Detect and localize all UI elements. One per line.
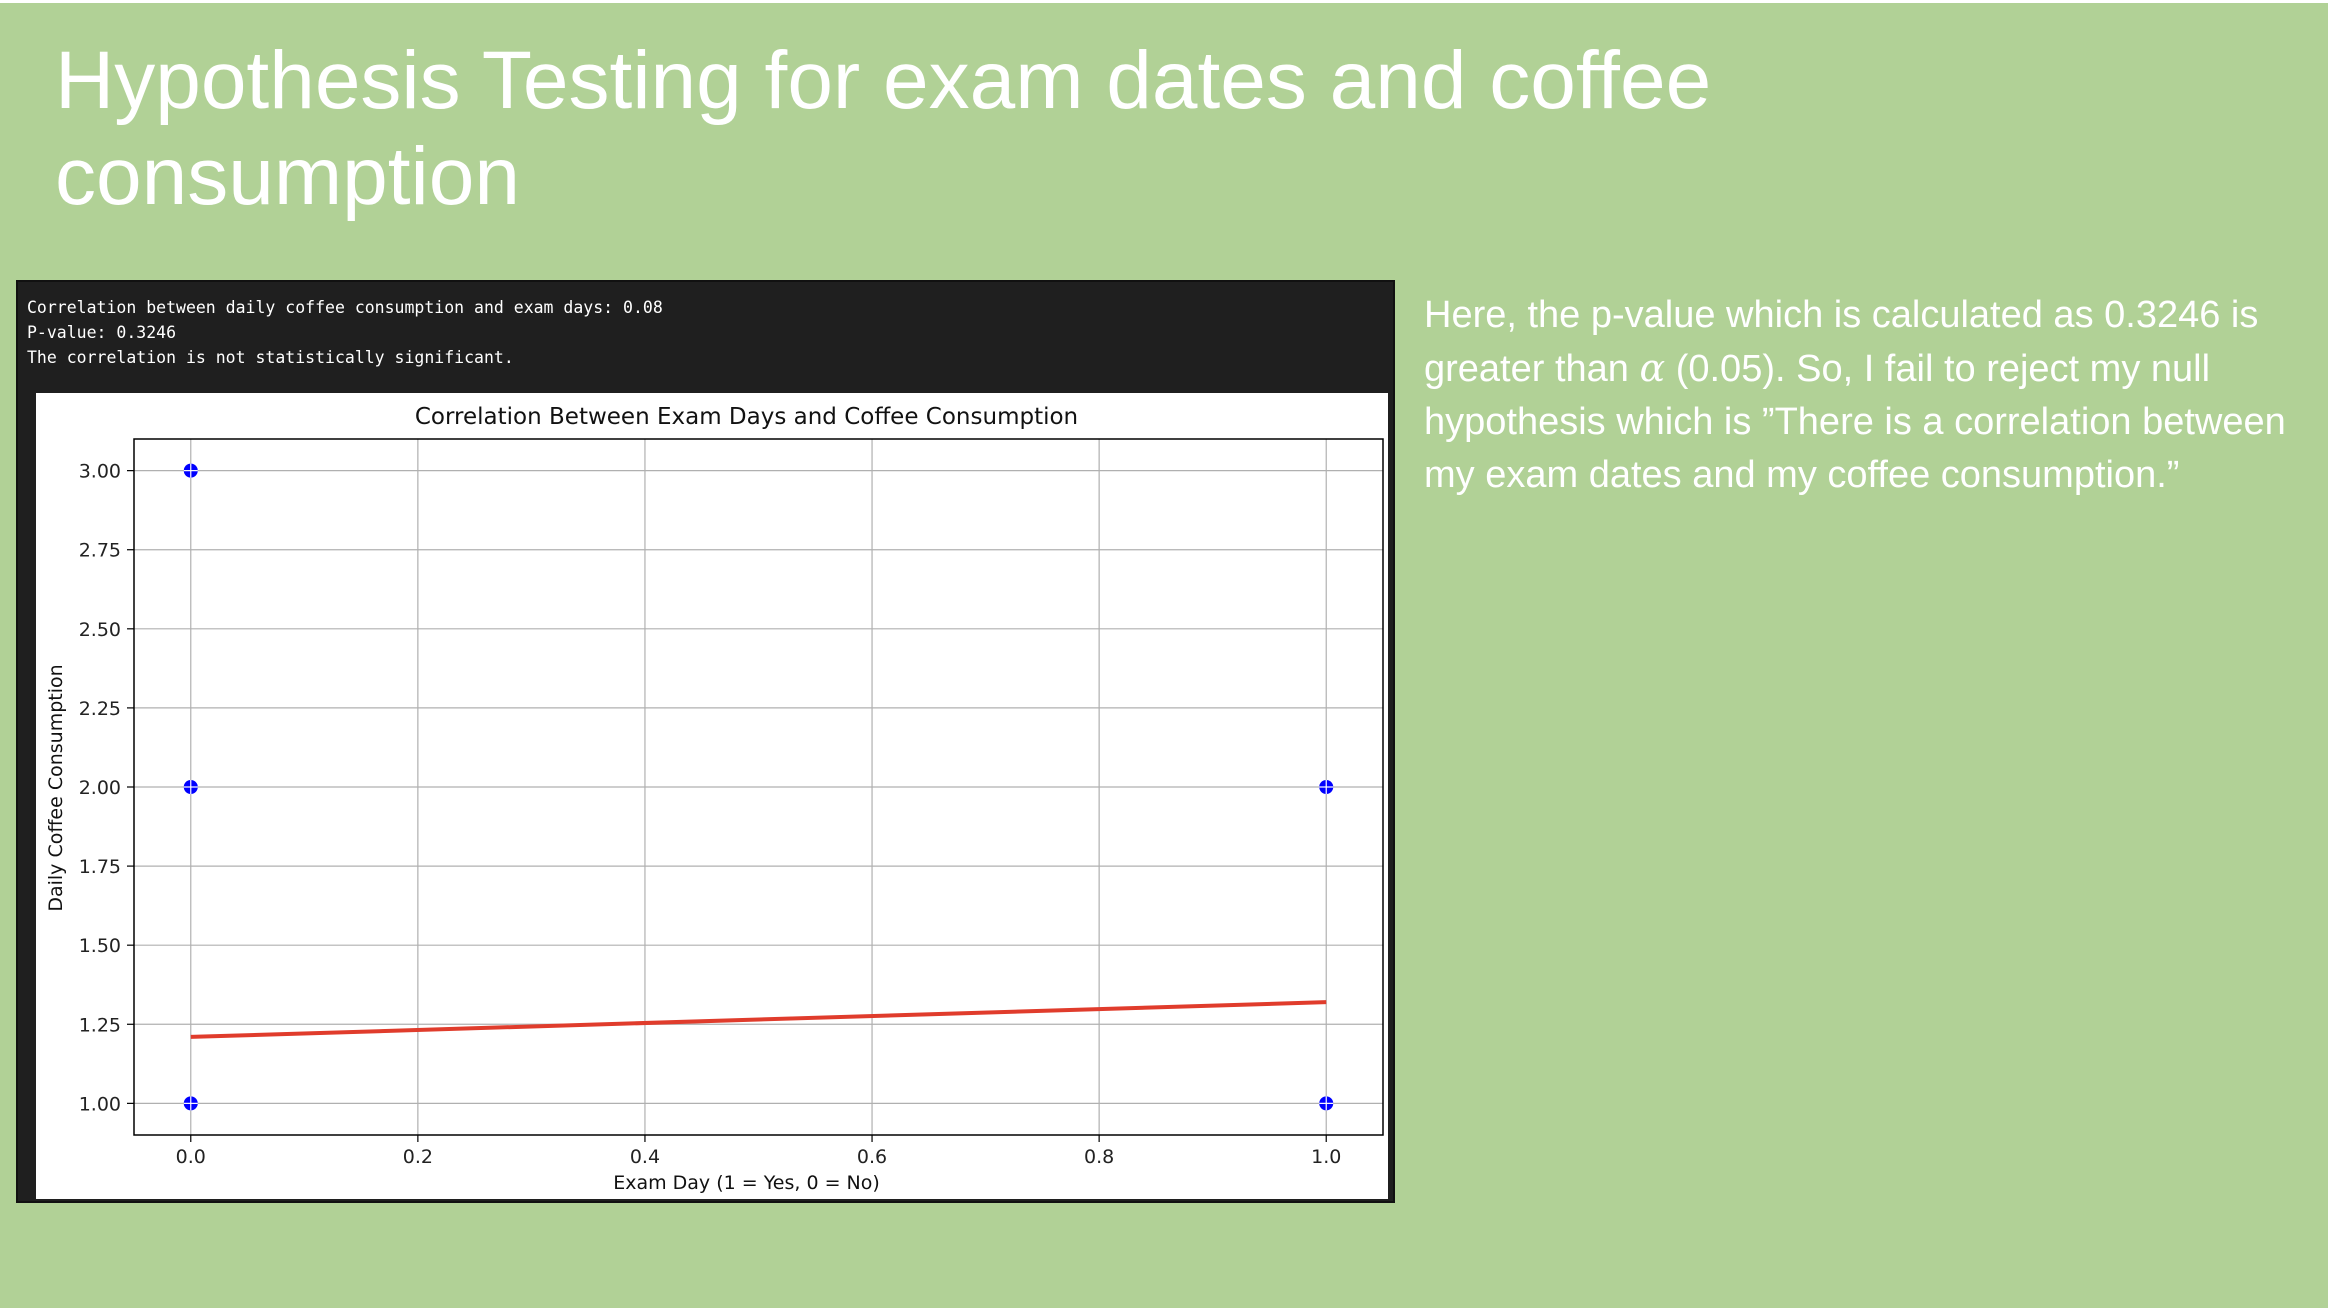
y-tick-label: 2.75	[79, 540, 121, 562]
y-axis-label: Daily Coffee Consumption	[45, 664, 67, 911]
x-tick-label: 0.0	[176, 1146, 206, 1168]
y-tick-label: 1.75	[79, 856, 121, 878]
notebook-output: Correlation between daily coffee consump…	[16, 280, 1395, 1203]
explanation-text: Here, the p-value which is calculated as…	[1424, 289, 2328, 502]
x-tick-label: 0.8	[1084, 1146, 1114, 1168]
y-tick-label: 1.00	[79, 1093, 121, 1115]
slide-title-line-2: consumption	[55, 131, 520, 222]
y-tick-label: 2.50	[79, 619, 121, 641]
x-tick-label: 0.4	[630, 1146, 660, 1168]
slide-title: Hypothesis Testing for exam dates and co…	[55, 33, 1755, 225]
y-tick-label: 2.00	[79, 777, 121, 799]
x-tick-label: 0.6	[857, 1146, 887, 1168]
explanation-line-1: Here, the p-value which is calculated as…	[1424, 294, 2259, 336]
console-output: Correlation between daily coffee consump…	[27, 295, 663, 370]
explanation-line-2-start: greater than	[1424, 348, 1640, 390]
explanation-line-4: my exam dates and my coffee consumption.…	[1424, 454, 2180, 496]
console-line-conclusion: The correlation is not statistically sig…	[27, 348, 514, 367]
x-tick-label: 0.2	[403, 1146, 433, 1168]
chart-svg: 0.0 0.2 0.4 0.6 0.8 1.0 1.00 1.25 1.50 1.75 2.00 2.…	[45, 404, 1384, 1194]
console-line-correlation: Correlation between daily coffee consump…	[27, 298, 663, 317]
y-tick-label: 3.00	[79, 461, 121, 483]
y-tick-label: 1.25	[79, 1014, 121, 1036]
trend-line	[190, 1000, 1327, 1039]
x-tick-label: 1.0	[1311, 1146, 1341, 1168]
explanation-line-2-end: (0.05). So, I fail to reject my null	[1665, 348, 2211, 390]
alpha-symbol: α	[1639, 346, 1666, 390]
y-tick-label: 1.50	[79, 935, 121, 957]
chart-title: Correlation Between Exam Days and Coffee…	[415, 404, 1078, 430]
console-line-p-value: P-value: 0.3246	[27, 323, 177, 342]
scatter-plot: 0.0 0.2 0.4 0.6 0.8 1.0 1.00 1.25 1.50 1.75 2.00 2.…	[36, 393, 1388, 1199]
explanation-line-3: hypothesis which is ”There is a correlat…	[1424, 401, 2286, 443]
slide-title-line-1: Hypothesis Testing for exam dates and co…	[55, 35, 1712, 126]
x-axis-label: Exam Day (1 = Yes, 0 = No)	[613, 1172, 880, 1194]
y-tick-label: 2.25	[79, 698, 121, 720]
slide: Hypothesis Testing for exam dates and co…	[0, 3, 2328, 1308]
explanation-line-2: greater than α (0.05). So, I fail to rej…	[1424, 342, 2328, 396]
